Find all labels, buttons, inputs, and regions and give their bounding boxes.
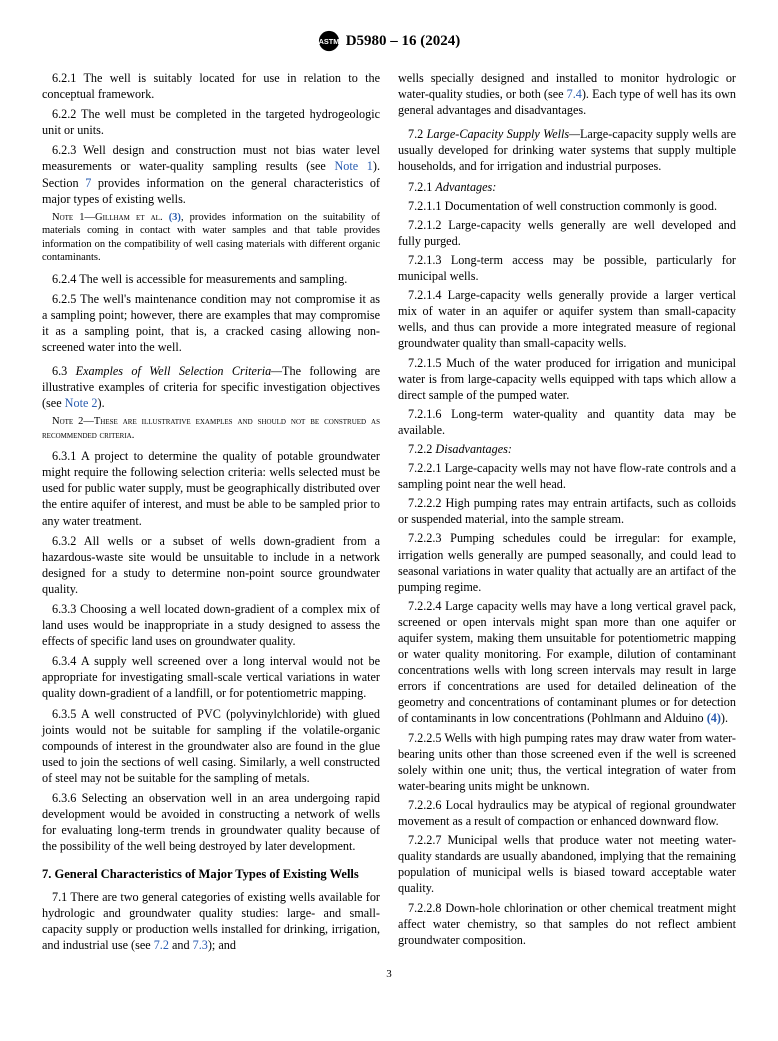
note1-label: Note 1—Gillham et al. (52, 212, 169, 223)
note-2: Note 2—These are illustrative examples a… (42, 415, 380, 442)
p-7221: 7.2.2.1 Large-capacity wells may not hav… (398, 460, 736, 492)
p722-title: Disadvantages: (435, 442, 512, 456)
p72-num: 7.2 (408, 127, 427, 141)
p-7215: 7.2.1.5 Much of the water produced for i… (398, 355, 736, 403)
link-72[interactable]: 7.2 (154, 938, 169, 952)
p721-title: Advantages: (435, 180, 496, 194)
note1-ref[interactable]: (3) (169, 212, 181, 223)
p71b: ); and (208, 938, 236, 952)
link-note1[interactable]: Note 1 (334, 159, 372, 173)
p-72: 7.2 Large-Capacity Supply Wells—Large-ca… (398, 126, 736, 174)
page-number: 3 (42, 968, 736, 980)
p7224a: 7.2.2.4 Large capacity wells may have a … (398, 599, 736, 726)
p71and: and (169, 938, 193, 952)
link-note2[interactable]: Note 2 (65, 396, 98, 410)
doc-header: ASTM D5980 – 16 (2024) (42, 30, 736, 52)
p-623: 6.2.3 Well design and construction must … (42, 142, 380, 206)
ref-4[interactable]: (4) (707, 711, 721, 725)
p-622: 6.2.2 The well must be completed in the … (42, 106, 380, 138)
p-7223: 7.2.2.3 Pumping schedules could be irreg… (398, 530, 736, 594)
p-635: 6.3.5 A well constructed of PVC (polyvin… (42, 706, 380, 786)
p-7225: 7.2.2.5 Wells with high pumping rates ma… (398, 730, 736, 794)
p-63-end: ). (98, 396, 105, 410)
body-columns: 6.2.1 The well is suitably located for u… (42, 70, 736, 954)
designation: D5980 – 16 (2024) (346, 33, 461, 50)
p-7212: 7.2.1.2 Large-capacity wells generally a… (398, 217, 736, 249)
p-623-a: 6.2.3 Well design and construction must … (42, 143, 380, 173)
p-722: 7.2.2 Disadvantages: (398, 441, 736, 457)
note-1: Note 1—Gillham et al. (3), provides info… (42, 211, 380, 265)
p-7214: 7.2.1.4 Large-capacity wells generally p… (398, 287, 736, 351)
p-633: 6.3.3 Choosing a well located down-gradi… (42, 601, 380, 649)
p-632: 6.3.2 All wells or a subset of wells dow… (42, 533, 380, 597)
p-631: 6.3.1 A project to determine the quality… (42, 448, 380, 528)
p-7226: 7.2.2.6 Local hydraulics may be atypical… (398, 797, 736, 829)
p-63-num: 6.3 (52, 364, 76, 378)
p-721: 7.2.1 Advantages: (398, 179, 736, 195)
p-636: 6.3.6 Selecting an observation well in a… (42, 790, 380, 854)
note2-text: Note 2—These are illustrative examples a… (42, 416, 380, 440)
page: ASTM D5980 – 16 (2024) 6.2.1 The well is… (0, 0, 778, 1000)
p-7227: 7.2.2.7 Municipal wells that produce wat… (398, 832, 736, 896)
section-7-title: 7. General Characteristics of Major Type… (42, 866, 380, 883)
link-74[interactable]: 7.4 (567, 87, 582, 101)
link-73[interactable]: 7.3 (193, 938, 208, 952)
p-63: 6.3 Examples of Well Selection Criteria—… (42, 363, 380, 411)
p-621: 6.2.1 The well is suitably located for u… (42, 70, 380, 102)
p-623-c: provides information on the general char… (42, 176, 380, 206)
p721-num: 7.2.1 (408, 180, 435, 194)
p-7222: 7.2.2.2 High pumping rates may entrain a… (398, 495, 736, 527)
p-63-title: Examples of Well Selection Criteria— (76, 364, 282, 378)
p-7228: 7.2.2.8 Down-hole chlorination or other … (398, 900, 736, 948)
p7224b: ). (721, 711, 728, 725)
p-7213: 7.2.1.3 Long-term access may be possible… (398, 252, 736, 284)
p-71-right: wells specially designed and installed t… (398, 70, 736, 118)
p-624: 6.2.4 The well is accessible for measure… (42, 271, 380, 287)
svg-text:ASTM: ASTM (318, 37, 339, 46)
p-634: 6.3.4 A supply well screened over a long… (42, 653, 380, 701)
p-7211: 7.2.1.1 Documentation of well constructi… (398, 198, 736, 214)
astm-logo-icon: ASTM (318, 30, 340, 52)
p722-num: 7.2.2 (408, 442, 435, 456)
p-71-left: 7.1 There are two general categories of … (42, 889, 380, 953)
p72-title: Large-Capacity Supply Wells— (427, 127, 580, 141)
p-7216: 7.2.1.6 Long-term water-quality and quan… (398, 406, 736, 438)
p-7224: 7.2.2.4 Large capacity wells may have a … (398, 598, 736, 727)
p-625: 6.2.5 The well's maintenance condition m… (42, 291, 380, 355)
